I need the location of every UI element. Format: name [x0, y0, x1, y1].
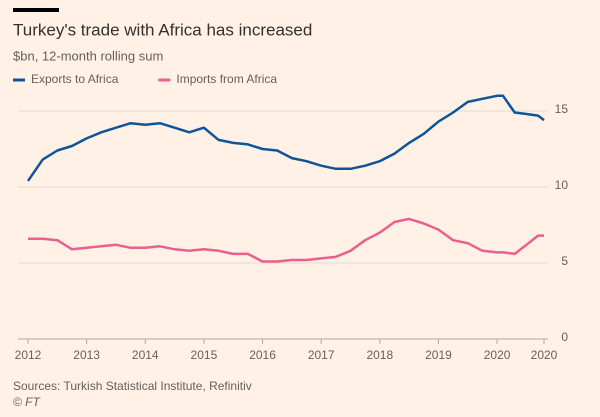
series-line [28, 217, 544, 263]
x-tick-label: 2018 [366, 348, 393, 362]
chart-subtitle: $bn, 12-month rolling sum [13, 48, 163, 63]
y-tick-label: 15 [555, 102, 569, 116]
x-tick-label: 2015 [191, 348, 218, 362]
series-line [26, 94, 545, 182]
legend-label: Imports from Africa [176, 72, 277, 86]
y-tick-label: 5 [561, 254, 568, 268]
x-tick-label: 2019 [425, 348, 452, 362]
x-tick-label: 2020 [531, 348, 558, 362]
legend-label: Exports to Africa [31, 72, 119, 86]
x-tick-label: 2017 [308, 348, 335, 362]
credit: © FT [13, 395, 42, 409]
y-tick-label: 0 [561, 330, 568, 344]
x-tick-label: 2016 [249, 348, 276, 362]
x-tick-label: 2014 [132, 348, 159, 362]
x-tick-label: 2012 [15, 348, 42, 362]
brand-bar [13, 8, 59, 12]
source: Sources: Turkish Statistical Institute, … [13, 379, 252, 393]
y-tick-label: 10 [555, 178, 569, 192]
x-tick-label: 2020 [484, 348, 511, 362]
chart-title: Turkey's trade with Africa has increased [13, 20, 312, 39]
x-tick-label: 2013 [73, 348, 100, 362]
